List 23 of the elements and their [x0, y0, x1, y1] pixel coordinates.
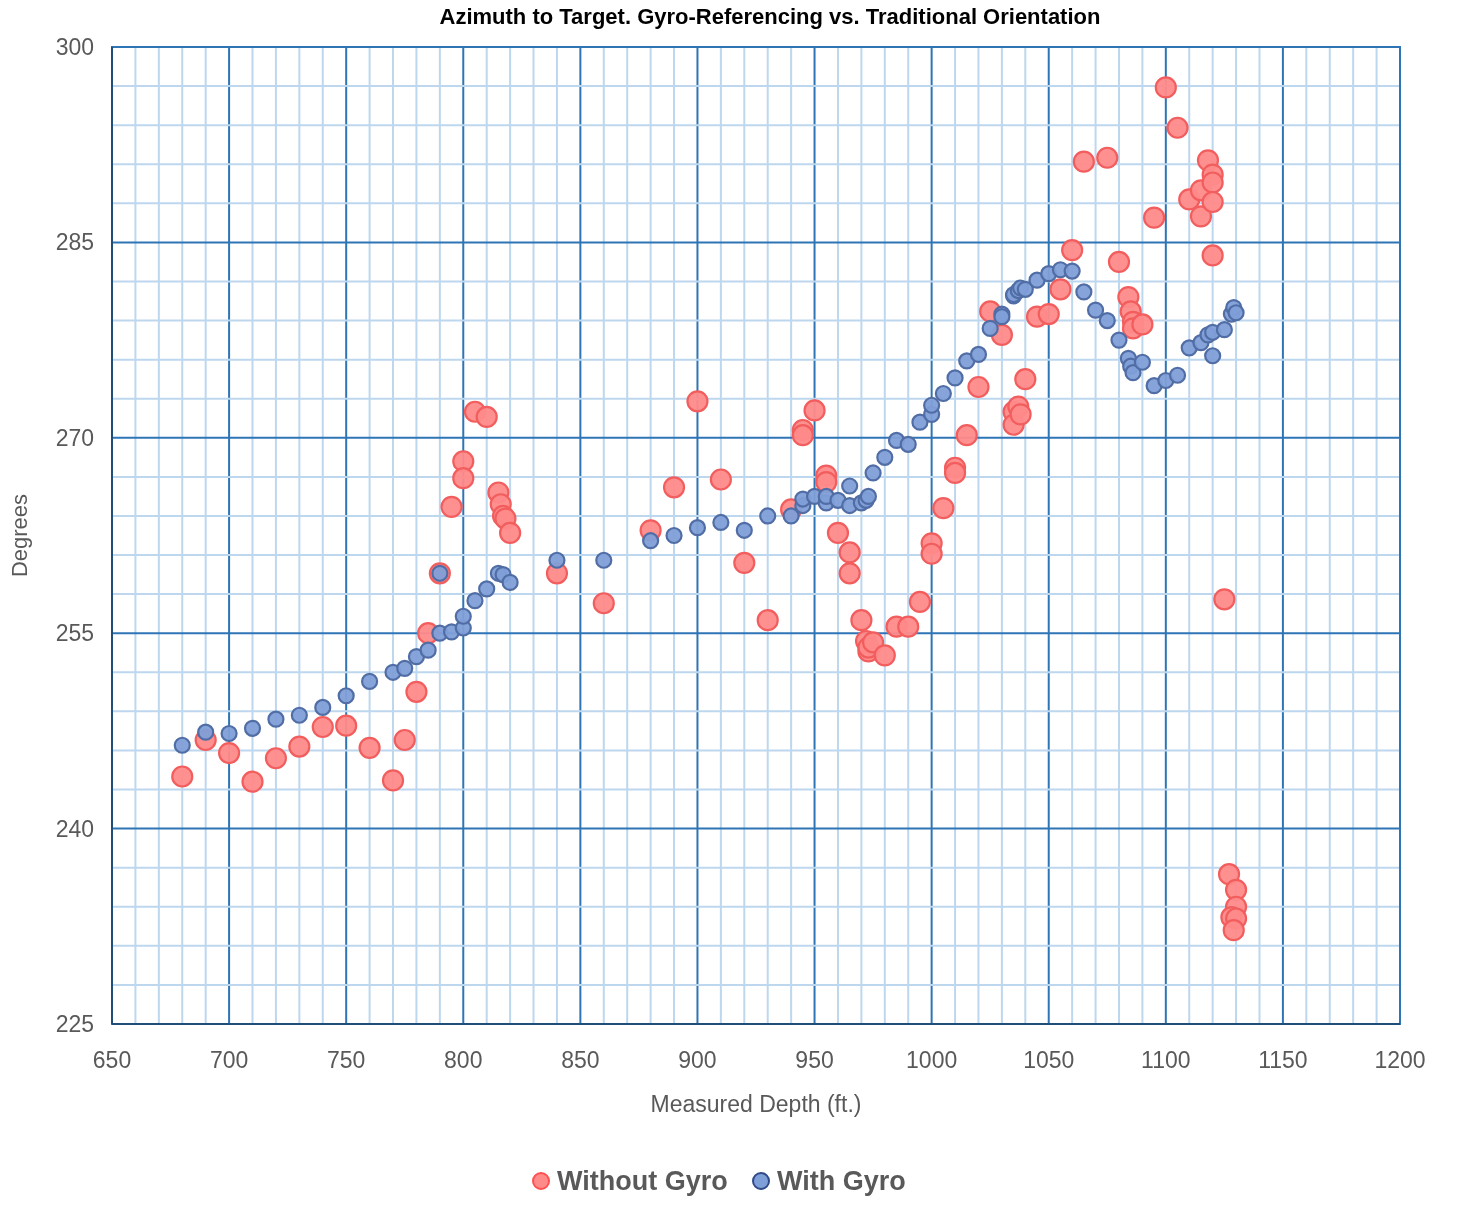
y-axis-title: Degrees — [7, 493, 32, 578]
legend-label: Without Gyro — [557, 1166, 728, 1196]
x-tick-label: 650 — [92, 1047, 132, 1073]
x-tick-label: 700 — [209, 1047, 249, 1073]
x-tick-label: 800 — [444, 1047, 483, 1073]
x-tick-label: 1100 — [1141, 1047, 1191, 1073]
x-axis-title: Measured Depth (ft.) — [650, 1091, 862, 1117]
x-tick-label: 950 — [795, 1047, 834, 1073]
legend-label: With Gyro — [777, 1166, 906, 1196]
x-tick-label: 1150 — [1258, 1047, 1308, 1073]
x-tick-label: 900 — [678, 1047, 717, 1073]
chart-title: Azimuth to Target. Gyro-Referencing vs. Traditional Orientation — [439, 4, 1101, 29]
x-tick-label: 1050 — [1023, 1047, 1075, 1073]
x-tick-label: 850 — [561, 1047, 600, 1073]
y-tick-label: 225 — [55, 1011, 94, 1037]
x-tick-label: 750 — [326, 1047, 366, 1073]
x-tick-label: 1200 — [1374, 1047, 1426, 1073]
y-tick-label: 270 — [55, 424, 94, 451]
x-tick-label: 1000 — [906, 1047, 958, 1073]
y-tick-label: 240 — [55, 815, 94, 842]
y-tick-label: 300 — [55, 34, 94, 60]
y-tick-label: 255 — [55, 620, 94, 647]
y-tick-label: 285 — [55, 229, 94, 256]
